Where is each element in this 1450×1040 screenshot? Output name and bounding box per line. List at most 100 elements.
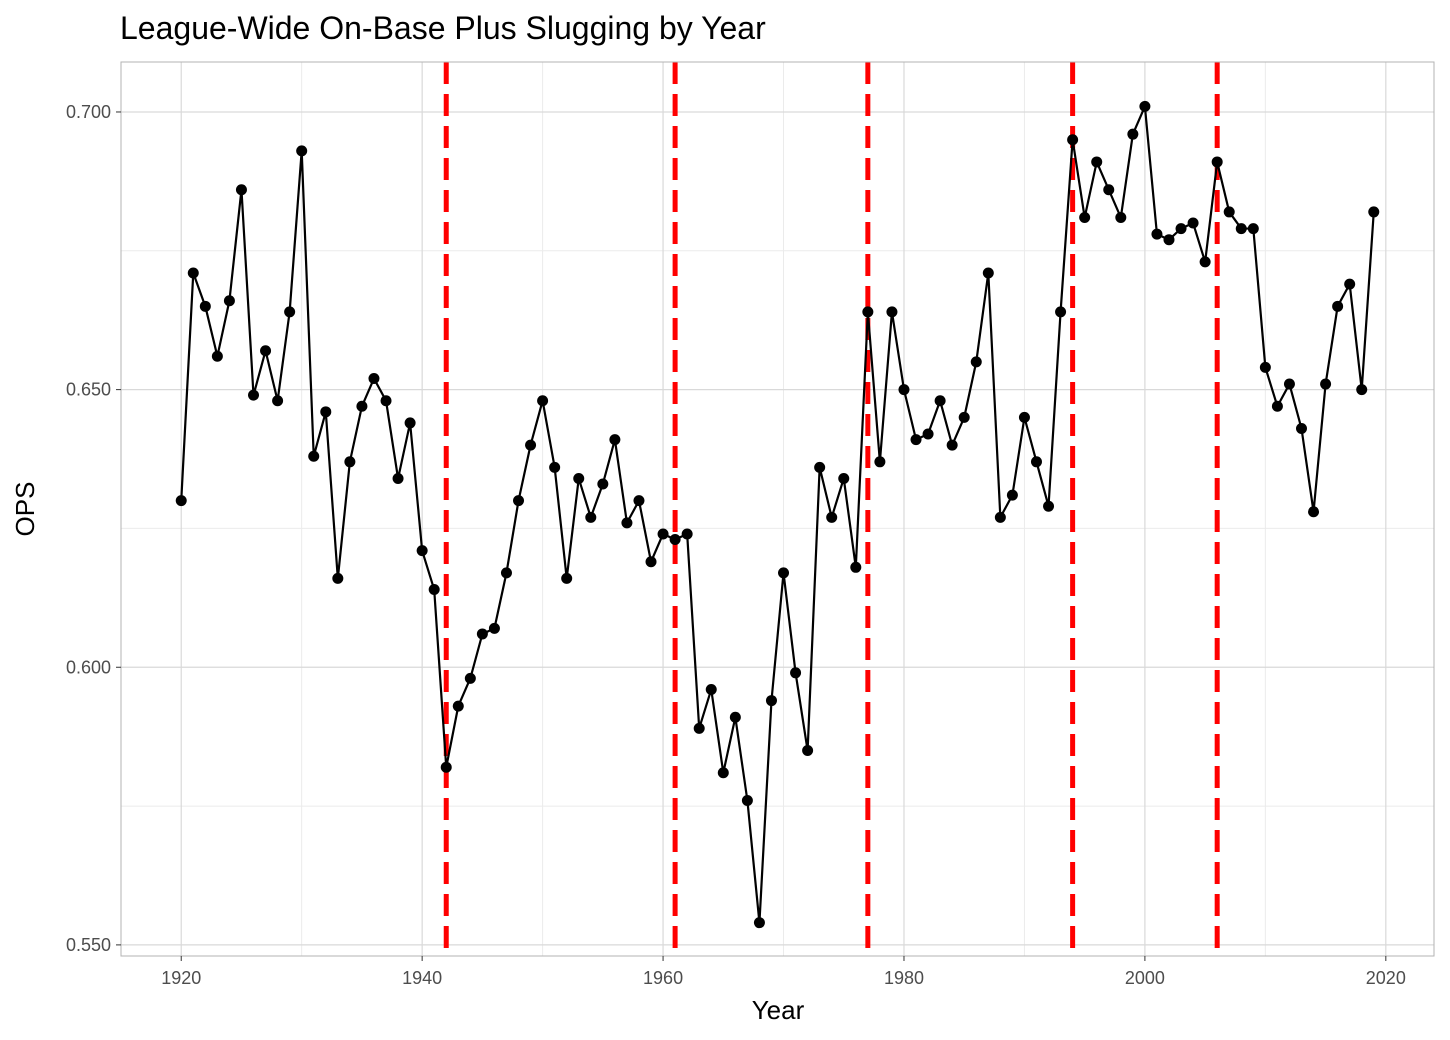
data-point-1989: [1006, 489, 1018, 501]
data-point-1991: [1030, 456, 1042, 468]
data-point-1984: [946, 439, 958, 451]
data-point-2015: [1320, 378, 1332, 390]
data-point-1997: [1103, 184, 1115, 196]
data-point-2007: [1223, 206, 1235, 218]
y-tick-label: 0.550: [66, 935, 111, 955]
data-point-1935: [356, 400, 368, 412]
data-point-1975: [838, 472, 850, 484]
data-point-1944: [464, 672, 476, 684]
data-point-1977: [862, 306, 874, 318]
data-point-1936: [368, 373, 380, 385]
data-point-1960: [657, 528, 669, 540]
data-point-2016: [1332, 300, 1344, 312]
data-point-1978: [874, 456, 886, 468]
data-point-1923: [211, 350, 223, 362]
data-point-1940: [416, 545, 428, 557]
vertical-reference-lines: [443, 62, 1220, 956]
data-point-1956: [609, 434, 621, 446]
data-point-1994: [1067, 134, 1079, 146]
data-point-1924: [223, 295, 235, 307]
x-axis-title: Year: [752, 995, 805, 1025]
data-point-1962: [681, 528, 693, 540]
data-point-1933: [332, 572, 344, 584]
data-point-1948: [513, 495, 525, 507]
data-point-1925: [235, 184, 247, 196]
series-line: [180, 105, 1375, 924]
grid-minor: [121, 62, 1434, 956]
data-point-1969: [765, 695, 777, 707]
series-layer: [175, 100, 1380, 929]
data-point-1929: [284, 306, 296, 318]
y-axis-ticks: 0.550 0.600 0.650 0.700: [66, 102, 121, 955]
data-point-1980: [898, 384, 910, 396]
data-point-2000: [1139, 100, 1151, 112]
data-point-1985: [958, 411, 970, 423]
x-tick-label: 1980: [884, 968, 924, 988]
data-point-1930: [296, 145, 308, 157]
data-point-1986: [970, 356, 982, 368]
data-point-1959: [645, 556, 657, 568]
data-point-2011: [1271, 400, 1283, 412]
data-point-2019: [1368, 206, 1380, 218]
x-axis-ticks: 1920 1940 1960 1980 2000 2020: [161, 956, 1406, 988]
data-point-1945: [476, 628, 488, 640]
data-point-1972: [802, 745, 814, 757]
x-tick-label: 2020: [1366, 968, 1406, 988]
data-point-2017: [1344, 278, 1356, 290]
data-point-1964: [705, 683, 717, 695]
data-point-2004: [1187, 217, 1199, 229]
data-point-1920: [175, 495, 187, 507]
data-point-1981: [910, 434, 922, 446]
data-point-1938: [392, 472, 404, 484]
data-point-1946: [488, 622, 500, 634]
data-point-1954: [585, 511, 597, 523]
data-point-1939: [404, 417, 416, 429]
x-tick-label: 2000: [1125, 968, 1165, 988]
data-point-1937: [380, 395, 392, 407]
data-point-1926: [248, 389, 260, 401]
data-point-2006: [1211, 156, 1223, 168]
data-point-1963: [693, 722, 705, 734]
data-point-1931: [308, 450, 320, 462]
data-point-1965: [717, 767, 729, 779]
data-point-1958: [633, 495, 645, 507]
data-point-1976: [850, 561, 862, 573]
data-point-1928: [272, 395, 284, 407]
data-point-1932: [320, 406, 332, 418]
data-point-1942: [440, 761, 452, 773]
data-point-2018: [1356, 384, 1368, 396]
data-point-1957: [621, 517, 633, 529]
y-tick-label: 0.600: [66, 657, 111, 677]
data-point-1941: [428, 584, 440, 596]
data-point-1987: [982, 267, 994, 279]
data-point-1983: [934, 395, 946, 407]
y-tick-label: 0.650: [66, 380, 111, 400]
data-point-1966: [729, 711, 741, 723]
data-point-1979: [886, 306, 898, 318]
data-point-2010: [1259, 361, 1271, 373]
data-point-1998: [1115, 211, 1127, 223]
data-point-1949: [525, 439, 537, 451]
data-point-1947: [500, 567, 512, 579]
y-tick-label: 0.700: [66, 102, 111, 122]
data-point-1950: [537, 395, 549, 407]
data-point-1951: [549, 461, 561, 473]
data-point-1982: [922, 428, 934, 440]
data-point-1970: [778, 567, 790, 579]
data-point-1934: [344, 456, 356, 468]
data-point-1952: [561, 572, 573, 584]
data-point-1955: [597, 478, 609, 490]
grid-major: [121, 62, 1434, 956]
data-point-1922: [199, 300, 211, 312]
data-point-2009: [1247, 223, 1259, 235]
data-point-1974: [826, 511, 838, 523]
data-point-1996: [1091, 156, 1103, 168]
x-tick-label: 1940: [402, 968, 442, 988]
data-point-1921: [187, 267, 199, 279]
data-point-2014: [1308, 506, 1320, 518]
data-point-1990: [1018, 411, 1030, 423]
data-point-1968: [753, 917, 765, 929]
data-point-2003: [1175, 223, 1187, 235]
